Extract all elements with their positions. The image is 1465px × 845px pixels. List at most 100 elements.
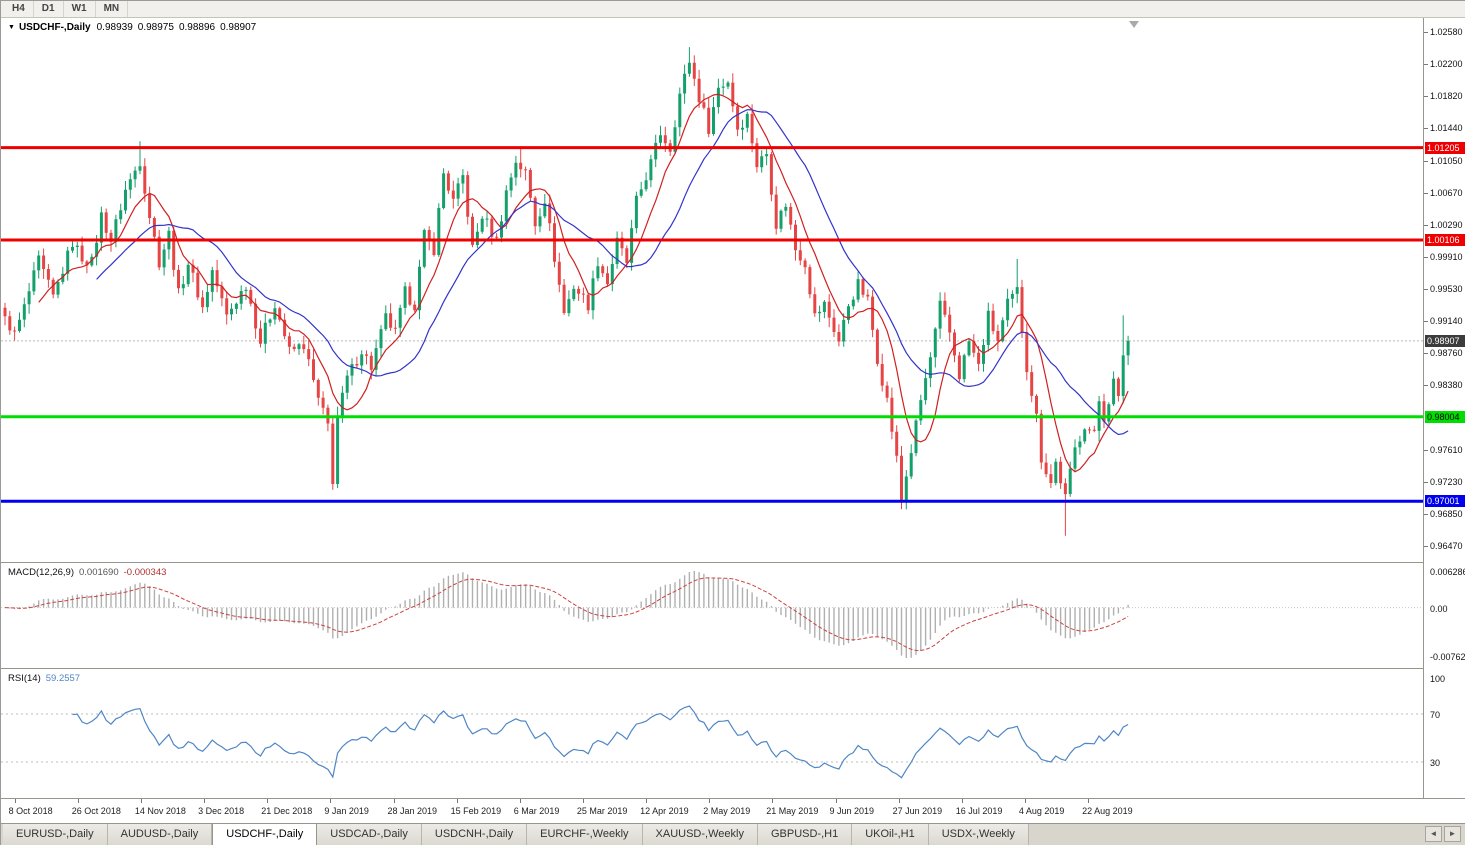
time-axis-label: 28 Jan 2019	[387, 806, 438, 816]
price-axis-label: 1.00290	[1430, 219, 1463, 230]
panel-separator[interactable]	[1, 562, 1465, 563]
price-axis-tick	[1424, 192, 1428, 194]
price-axis-label: 0.99910	[1430, 251, 1463, 262]
price-axis-label: 1.00670	[1430, 187, 1463, 198]
price-axis[interactable]: 1.02580 1.02200 1.01820 1.01440 1.01050 1.006…	[1423, 18, 1465, 798]
chart-symbol-label: USDCHF-,Daily	[18, 22, 91, 33]
timeframe-button-d1[interactable]: D1	[34, 1, 64, 17]
price-level-badge-0.98004[interactable]: 0.98004	[1425, 410, 1465, 423]
tab-scroll-right-button[interactable]: ►	[1444, 826, 1461, 842]
rsi-value: 59.2557	[45, 673, 81, 684]
tab-scroll-left-button[interactable]: ◄	[1425, 826, 1442, 842]
macd-axis-min-label: -0.00762	[1430, 652, 1465, 662]
price-level-badge-1.00106[interactable]: 1.00106	[1425, 234, 1465, 246]
time-axis-label: 21 Dec 2018	[261, 806, 313, 816]
time-axis-tick	[582, 799, 584, 803]
price-axis-tick	[1424, 63, 1428, 65]
ma-fast-line	[38, 93, 1129, 473]
macd-signal-line	[4, 577, 1129, 652]
price-axis-label: 0.97610	[1430, 445, 1463, 455]
macd-histogram	[9, 571, 1129, 658]
time-axis-label: 25 Mar 2019	[576, 806, 628, 816]
macd-indicator-title: MACD(12,26,9) 0.001690 -0.000343	[8, 567, 166, 578]
macd-signal-value: -0.000343	[123, 567, 167, 578]
time-axis-label: 8 Oct 2018	[8, 806, 53, 816]
chart-tab-gbpusd-h1[interactable]: GBPUSD-,H1	[757, 824, 853, 845]
ohlc-close-value: 0.98907	[220, 22, 257, 33]
chart-title: ▼ USDCHF-,Daily 0.98939 0.98975 0.98896 0.989…	[8, 22, 261, 33]
price-level-badge-1.01205[interactable]: 1.01205	[1425, 141, 1465, 154]
time-axis-tick	[709, 799, 711, 803]
price-axis-tick	[1424, 160, 1428, 162]
price-axis-label: 1.01820	[1430, 90, 1463, 101]
time-axis-tick	[14, 799, 16, 803]
chart-tab-ukoil-h1[interactable]: UKOil-,H1	[852, 824, 929, 845]
rsi-panel[interactable]	[1, 669, 1423, 798]
chart-tab-xauusd-weekly[interactable]: XAUUSD-,Weekly	[642, 824, 758, 845]
price-axis-label: 0.98380	[1430, 380, 1463, 391]
chart-tab-usdchf-daily[interactable]: USDCHF-,Daily	[212, 824, 318, 845]
rsi-axis-label-30: 30	[1430, 758, 1441, 768]
time-axis-tick	[646, 799, 648, 803]
price-axis-tick	[1424, 481, 1428, 483]
rsi-axis-label-100: 100	[1430, 674, 1446, 684]
price-axis-label: 0.96470	[1430, 540, 1463, 551]
chart-tab-bar: EURUSD-,Daily AUDUSD-,Daily USDCHF-,Daily U…	[1, 823, 1465, 845]
macd-axis-max-label: 0.006286	[1430, 567, 1465, 577]
time-axis-tick	[204, 799, 206, 803]
price-axis-tick	[1424, 224, 1428, 226]
price-axis-tick	[1424, 513, 1428, 515]
time-axis-label: 4 Aug 2019	[1018, 806, 1065, 816]
rsi-indicator-title: RSI(14) 59.2557	[8, 673, 80, 684]
time-axis[interactable]: 8 Oct 2018 26 Oct 2018 14 Nov 2018 3 Dec 20…	[1, 798, 1465, 823]
chart-tab-audusd-daily[interactable]: AUDUSD-,Daily	[107, 824, 213, 845]
chart-tab-usdx-weekly[interactable]: USDX-,Weekly	[928, 824, 1029, 845]
panel-separator[interactable]	[1, 668, 1465, 669]
chart-tab-eurchf-weekly[interactable]: EURCHF-,Weekly	[527, 824, 643, 845]
time-axis-tick	[835, 799, 837, 803]
main-price-chart[interactable]	[1, 18, 1423, 562]
price-axis-tick	[1424, 353, 1428, 355]
timeframe-button-mn[interactable]: MN	[96, 1, 129, 17]
tab-scroll-arrows: ◄ ►	[1425, 826, 1461, 842]
price-axis-label: 0.99530	[1430, 283, 1463, 294]
price-axis-tick	[1424, 385, 1428, 387]
time-axis-tick	[267, 799, 269, 803]
time-axis-tick	[456, 799, 458, 803]
time-axis-tick	[961, 799, 963, 803]
price-axis-label: 1.02580	[1430, 27, 1463, 37]
price-axis-tick	[1424, 95, 1428, 97]
timeframe-button-w1[interactable]: W1	[64, 1, 96, 17]
macd-panel[interactable]	[1, 563, 1423, 668]
time-axis-tick	[898, 799, 900, 803]
chart-menu-arrow-icon[interactable]: ▼	[8, 24, 15, 31]
macd-main-value: 0.001690	[79, 567, 119, 578]
ohlc-open-value: 0.98939	[96, 22, 133, 33]
chart-tab-usdcad-daily[interactable]: USDCAD-,Daily	[317, 824, 422, 845]
time-axis-label: 9 Jun 2019	[829, 806, 875, 816]
up-candle-bodies	[18, 62, 1130, 500]
time-axis-tick	[393, 799, 395, 803]
down-candle-wicks	[4, 55, 1119, 536]
price-axis-label: 0.96850	[1430, 508, 1463, 519]
macd-axis-zero-label: 0.00	[1430, 603, 1448, 614]
timeframe-button-h4[interactable]: H4	[4, 1, 34, 17]
time-axis-label: 6 Mar 2019	[513, 806, 560, 816]
price-axis-tick	[1424, 288, 1428, 290]
chart-tab-eurusd-daily[interactable]: EURUSD-,Daily	[3, 824, 108, 845]
timeframe-toolbar: H4 D1 W1 MN	[1, 1, 1465, 18]
time-axis-label: 14 Nov 2018	[134, 806, 186, 816]
rsi-axis-label-70: 70	[1430, 710, 1441, 720]
chart-shift-marker[interactable]	[1129, 21, 1139, 28]
ohlc-low-value: 0.98896	[178, 22, 216, 33]
ohlc-high-value: 0.98975	[137, 22, 174, 33]
time-axis-label: 26 Oct 2018	[71, 806, 121, 816]
price-axis-label: 0.97230	[1430, 476, 1463, 487]
time-axis-label: 15 Feb 2019	[450, 806, 502, 816]
chart-tab-usdcnh-daily[interactable]: USDCNH-,Daily	[421, 824, 528, 845]
price-level-badge-0.97001[interactable]: 0.97001	[1425, 495, 1465, 508]
time-axis-label: 12 Apr 2019	[640, 806, 689, 816]
time-axis-label: 22 Aug 2019	[1082, 806, 1133, 816]
price-axis-label: 0.98760	[1430, 348, 1463, 359]
price-axis-label: 1.01050	[1430, 155, 1463, 166]
